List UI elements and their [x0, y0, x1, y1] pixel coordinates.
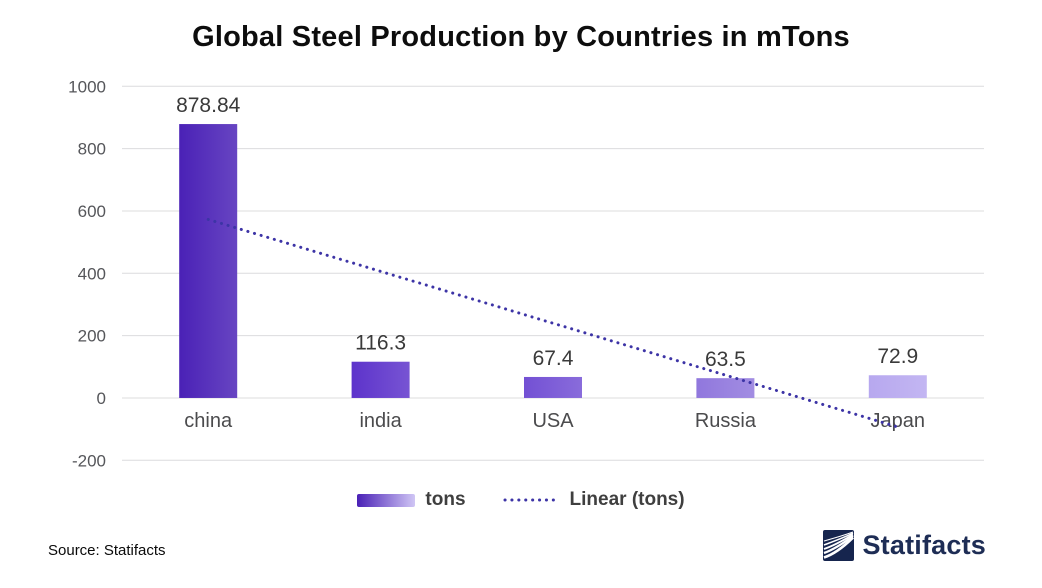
- y-tick-label: 600: [78, 202, 106, 221]
- y-tick-label: 200: [78, 327, 106, 346]
- bar-value-label: 878.84: [176, 94, 241, 117]
- statifacts-logo-icon: [823, 530, 855, 561]
- bar-USA: [524, 376, 582, 398]
- x-category-label: china: [184, 410, 233, 432]
- x-category-label: india: [359, 410, 402, 432]
- tons-gradient-swatch: [357, 493, 416, 507]
- x-category-label: Russia: [695, 410, 757, 432]
- legend-item-tons: tons: [357, 489, 466, 511]
- y-tick-label: 800: [78, 140, 106, 159]
- bar-value-label: 63.5: [705, 348, 746, 371]
- y-tick-label: -200: [72, 451, 106, 470]
- bar-value-label: 116.3: [355, 332, 406, 355]
- legend: tons Linear (tons): [0, 489, 1042, 511]
- y-tick-label: 400: [78, 264, 106, 283]
- bar-chart-plot: 1000 800 600 400 200 0 -200 878.84 china 116.3 ind…: [68, 77, 984, 470]
- y-tick-label: 0: [97, 389, 106, 408]
- bar-india: [351, 361, 410, 398]
- statifacts-logo: Statifacts: [823, 530, 986, 561]
- bar-value-label: 72.9: [877, 345, 918, 368]
- bar-china: [179, 124, 238, 398]
- legend-tons-label: tons: [425, 489, 466, 510]
- statifacts-logo-text: Statifacts: [862, 530, 986, 560]
- x-category-label: Japan: [871, 410, 926, 432]
- bar-Japan: [868, 375, 927, 398]
- chart-title: Global Steel Production by Countries in …: [192, 21, 850, 53]
- dotted-line-swatch: [503, 498, 559, 502]
- legend-linear-label: Linear (tons): [569, 489, 685, 510]
- legend-item-linear: Linear (tons): [502, 489, 685, 511]
- bar-value-label: 67.4: [533, 347, 574, 370]
- trendline-linear-tons: [206, 217, 900, 429]
- bar-Russia: [696, 378, 755, 398]
- source-note: Source: Statifacts: [48, 542, 166, 559]
- y-tick-label: 1000: [68, 77, 106, 96]
- x-category-label: USA: [532, 410, 574, 432]
